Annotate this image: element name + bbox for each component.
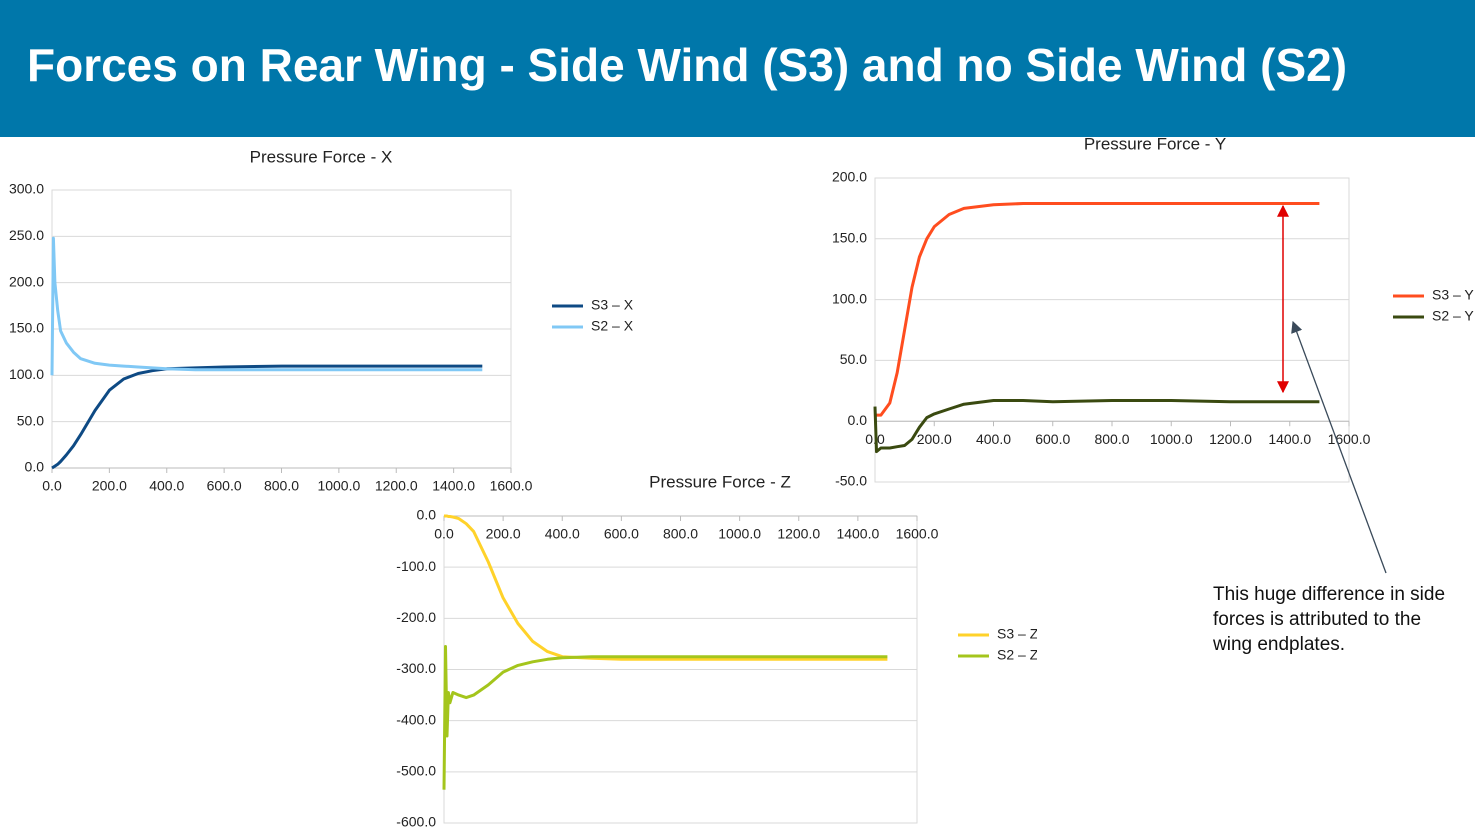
y-tick-label: 250.0 — [9, 227, 44, 243]
x-tick-label: 600.0 — [1035, 431, 1070, 447]
x-tick-label: 400.0 — [545, 526, 580, 542]
y-tick-label: 300.0 — [9, 181, 44, 197]
chart-title: Pressure Force - Y — [1084, 134, 1226, 153]
x-tick-label: 800.0 — [264, 478, 299, 494]
series-line — [51, 364, 483, 470]
x-tick-label: 1400.0 — [432, 478, 475, 494]
y-tick-label: -100.0 — [396, 558, 436, 574]
x-tick-label: 800.0 — [1094, 431, 1129, 447]
chart: Pressure Force - Y -50.0 0.0 50.0 100.0 150.0… — [832, 134, 1474, 488]
series-line — [50, 236, 483, 376]
y-tick-label: -400.0 — [396, 711, 436, 727]
legend-label: S2 – Y — [1432, 308, 1474, 324]
legend-item: S3 – Y — [1393, 287, 1474, 303]
chart-title: Pressure Force - X — [250, 147, 393, 166]
y-tick-label: 200.0 — [9, 273, 44, 289]
x-tick-label: 1200.0 — [375, 478, 418, 494]
annotation-line: wing endplates. — [1213, 634, 1346, 655]
chart-layer: Pressure Force - X 0.0 50.0 100.0 150.0 200.0… — [9, 134, 1474, 829]
x-tick-label: 200.0 — [486, 526, 521, 542]
y-tick-label: 200.0 — [832, 169, 867, 185]
x-tick-label: 0.0 — [434, 526, 454, 542]
x-tick-label: 600.0 — [207, 478, 242, 494]
y-tick-label: 0.0 — [417, 507, 437, 523]
header-band: Forces on Rear Wing - Side Wind (S3) and… — [0, 0, 1475, 137]
legend-label: S3 – Z — [997, 626, 1039, 642]
slide-title: Forces on Rear Wing - Side Wind (S3) and… — [27, 39, 1348, 91]
y-tick-label: 0.0 — [25, 459, 45, 475]
x-tick-label: 1600.0 — [896, 526, 939, 542]
y-tick-label: 100.0 — [9, 366, 44, 382]
y-tick-label: 50.0 — [840, 351, 867, 367]
y-tick-label: 100.0 — [832, 290, 867, 306]
x-tick-label: 1400.0 — [1268, 431, 1311, 447]
plot-border — [874, 177, 1350, 483]
legend-label: S2 – Z — [997, 647, 1039, 663]
x-tick-label: 1400.0 — [836, 526, 879, 542]
series-line — [873, 399, 1320, 454]
y-tick-label: 50.0 — [17, 412, 44, 428]
legend-label: S2 – X — [591, 318, 634, 334]
annotation: This huge difference in side forces is at… — [1213, 582, 1445, 657]
x-tick-label: 600.0 — [604, 526, 639, 542]
legend-item: S2 – X — [552, 318, 634, 334]
legend-item: S3 – X — [552, 297, 634, 313]
y-tick-label: 150.0 — [9, 320, 44, 336]
y-tick-label: 0.0 — [848, 412, 868, 428]
y-tick-label: -500.0 — [396, 763, 436, 779]
x-tick-label: 800.0 — [663, 526, 698, 542]
legend-label: S3 – X — [591, 297, 634, 313]
legend-item: S2 – Y — [1393, 308, 1474, 324]
series-line — [442, 645, 888, 790]
y-tick-label: 150.0 — [832, 230, 867, 246]
y-tick-label: -50.0 — [835, 473, 867, 489]
x-tick-label: 200.0 — [92, 478, 127, 494]
x-tick-label: 400.0 — [149, 478, 184, 494]
x-tick-label: 1200.0 — [777, 526, 820, 542]
annotation-line: forces is attributed to the — [1213, 609, 1422, 630]
x-tick-label: 200.0 — [917, 431, 952, 447]
legend-item: S2 – Z — [958, 647, 1039, 663]
x-tick-label: 0.0 — [42, 478, 62, 494]
x-tick-label: 1200.0 — [1209, 431, 1252, 447]
x-tick-label: 1000.0 — [718, 526, 761, 542]
series-line — [875, 202, 1320, 417]
y-tick-label: -200.0 — [396, 609, 436, 625]
x-tick-label: 1000.0 — [317, 478, 360, 494]
x-tick-label: 1000.0 — [1150, 431, 1193, 447]
chart: Pressure Force - X 0.0 50.0 100.0 150.0 200.0… — [9, 147, 634, 493]
y-tick-label: -300.0 — [396, 660, 436, 676]
x-tick-label: 400.0 — [976, 431, 1011, 447]
x-tick-label: 1600.0 — [490, 478, 533, 494]
chart: Pressure Force - Z -600.0 -500.0 -400.0 -300… — [396, 472, 1039, 829]
chart-title: Pressure Force - Z — [649, 472, 791, 491]
annotation-line: This huge difference in side — [1213, 584, 1446, 605]
y-tick-label: -600.0 — [396, 814, 436, 829]
legend-label: S3 – Y — [1432, 287, 1474, 303]
series-line — [444, 514, 888, 661]
legend-item: S3 – Z — [958, 626, 1039, 642]
pointer-arrow — [1291, 320, 1387, 574]
